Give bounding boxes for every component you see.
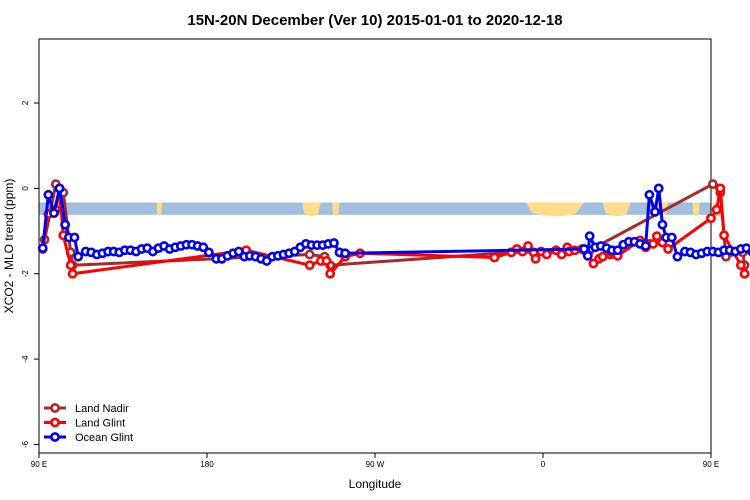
data-point bbox=[663, 244, 673, 254]
data-point bbox=[304, 260, 315, 271]
x-tick-label: 180 bbox=[200, 460, 214, 469]
y-tick-label: -2 bbox=[21, 270, 30, 278]
data-point bbox=[329, 238, 339, 248]
data-point bbox=[73, 251, 84, 262]
x-tick-label: 90 W bbox=[366, 460, 385, 469]
data-point bbox=[612, 245, 623, 256]
data-point bbox=[651, 231, 662, 242]
data-point bbox=[530, 253, 541, 264]
land-shape bbox=[156, 202, 163, 217]
data-point bbox=[584, 231, 595, 242]
legend-item: Land Nadir bbox=[44, 403, 129, 415]
legend-label: Land Glint bbox=[75, 418, 125, 430]
data-point bbox=[54, 183, 65, 194]
x-axis-title: Longitude bbox=[349, 477, 402, 491]
data-point bbox=[715, 183, 726, 194]
data-point bbox=[707, 179, 718, 190]
y-tick-label: 2 bbox=[21, 100, 30, 105]
legend-swatch-marker bbox=[50, 403, 60, 413]
data-point bbox=[648, 238, 659, 249]
legend-label: Land Nadir bbox=[75, 403, 129, 415]
series-ocean-glint bbox=[37, 183, 750, 266]
y-tick-label: 0 bbox=[21, 186, 30, 191]
land-shape bbox=[602, 202, 631, 217]
data-point bbox=[650, 206, 660, 217]
data-point bbox=[233, 246, 244, 257]
series-land-glint bbox=[37, 183, 750, 279]
data-point bbox=[739, 268, 750, 279]
data-point bbox=[340, 248, 351, 259]
data-point bbox=[43, 189, 54, 200]
data-point bbox=[69, 232, 80, 243]
data-point bbox=[597, 251, 608, 262]
y-tick-label: -4 bbox=[21, 355, 30, 363]
land-shape bbox=[692, 202, 700, 217]
data-point bbox=[60, 219, 71, 230]
legend-item: Land Glint bbox=[44, 418, 125, 430]
data-point bbox=[67, 268, 78, 279]
data-point bbox=[657, 219, 668, 230]
land-shape bbox=[526, 202, 585, 217]
data-point bbox=[640, 241, 651, 251]
y-tick-label: -6 bbox=[21, 440, 30, 448]
data-point bbox=[653, 183, 664, 194]
data-point bbox=[706, 213, 716, 224]
data-point bbox=[203, 247, 214, 258]
data-point bbox=[304, 249, 315, 260]
data-point bbox=[489, 252, 500, 263]
data-point bbox=[49, 208, 59, 219]
data-point bbox=[65, 260, 76, 271]
x-tick-label: 0 bbox=[541, 460, 546, 469]
data-point bbox=[735, 260, 746, 271]
legend-label: Ocean Glint bbox=[75, 432, 133, 444]
data-point bbox=[556, 249, 567, 260]
y-axis-title: XCO2 - MLO trend (ppm) bbox=[2, 179, 16, 314]
data-point bbox=[579, 244, 589, 254]
data-point bbox=[644, 189, 655, 200]
legend-swatch-marker bbox=[50, 417, 60, 428]
data-point bbox=[582, 250, 593, 261]
axes: 90 E 180 90 W 0 90 E 2 0 -2 -4 -6 bbox=[21, 100, 719, 469]
data-point bbox=[666, 232, 677, 243]
legend-swatch-marker bbox=[50, 432, 60, 442]
x-tick-label: 90 E bbox=[703, 460, 719, 469]
land-shape bbox=[302, 202, 321, 217]
data-point bbox=[198, 242, 209, 253]
series bbox=[37, 179, 750, 279]
data-point bbox=[325, 268, 336, 279]
x-tick-label: 90 E bbox=[31, 460, 47, 469]
chart-title: 15N-20N December (Ver 10) 2015-01-01 to … bbox=[187, 12, 562, 29]
world-map-band bbox=[39, 202, 725, 217]
land-shape bbox=[332, 202, 340, 217]
data-point bbox=[321, 256, 332, 266]
data-point bbox=[37, 243, 48, 254]
data-point bbox=[541, 249, 552, 260]
data-point bbox=[672, 251, 683, 262]
legend-item: Ocean Glint bbox=[44, 432, 133, 444]
data-point bbox=[719, 230, 729, 241]
legend: Land Nadir Land Glint Ocean Glint bbox=[44, 403, 133, 444]
data-point bbox=[711, 204, 722, 215]
